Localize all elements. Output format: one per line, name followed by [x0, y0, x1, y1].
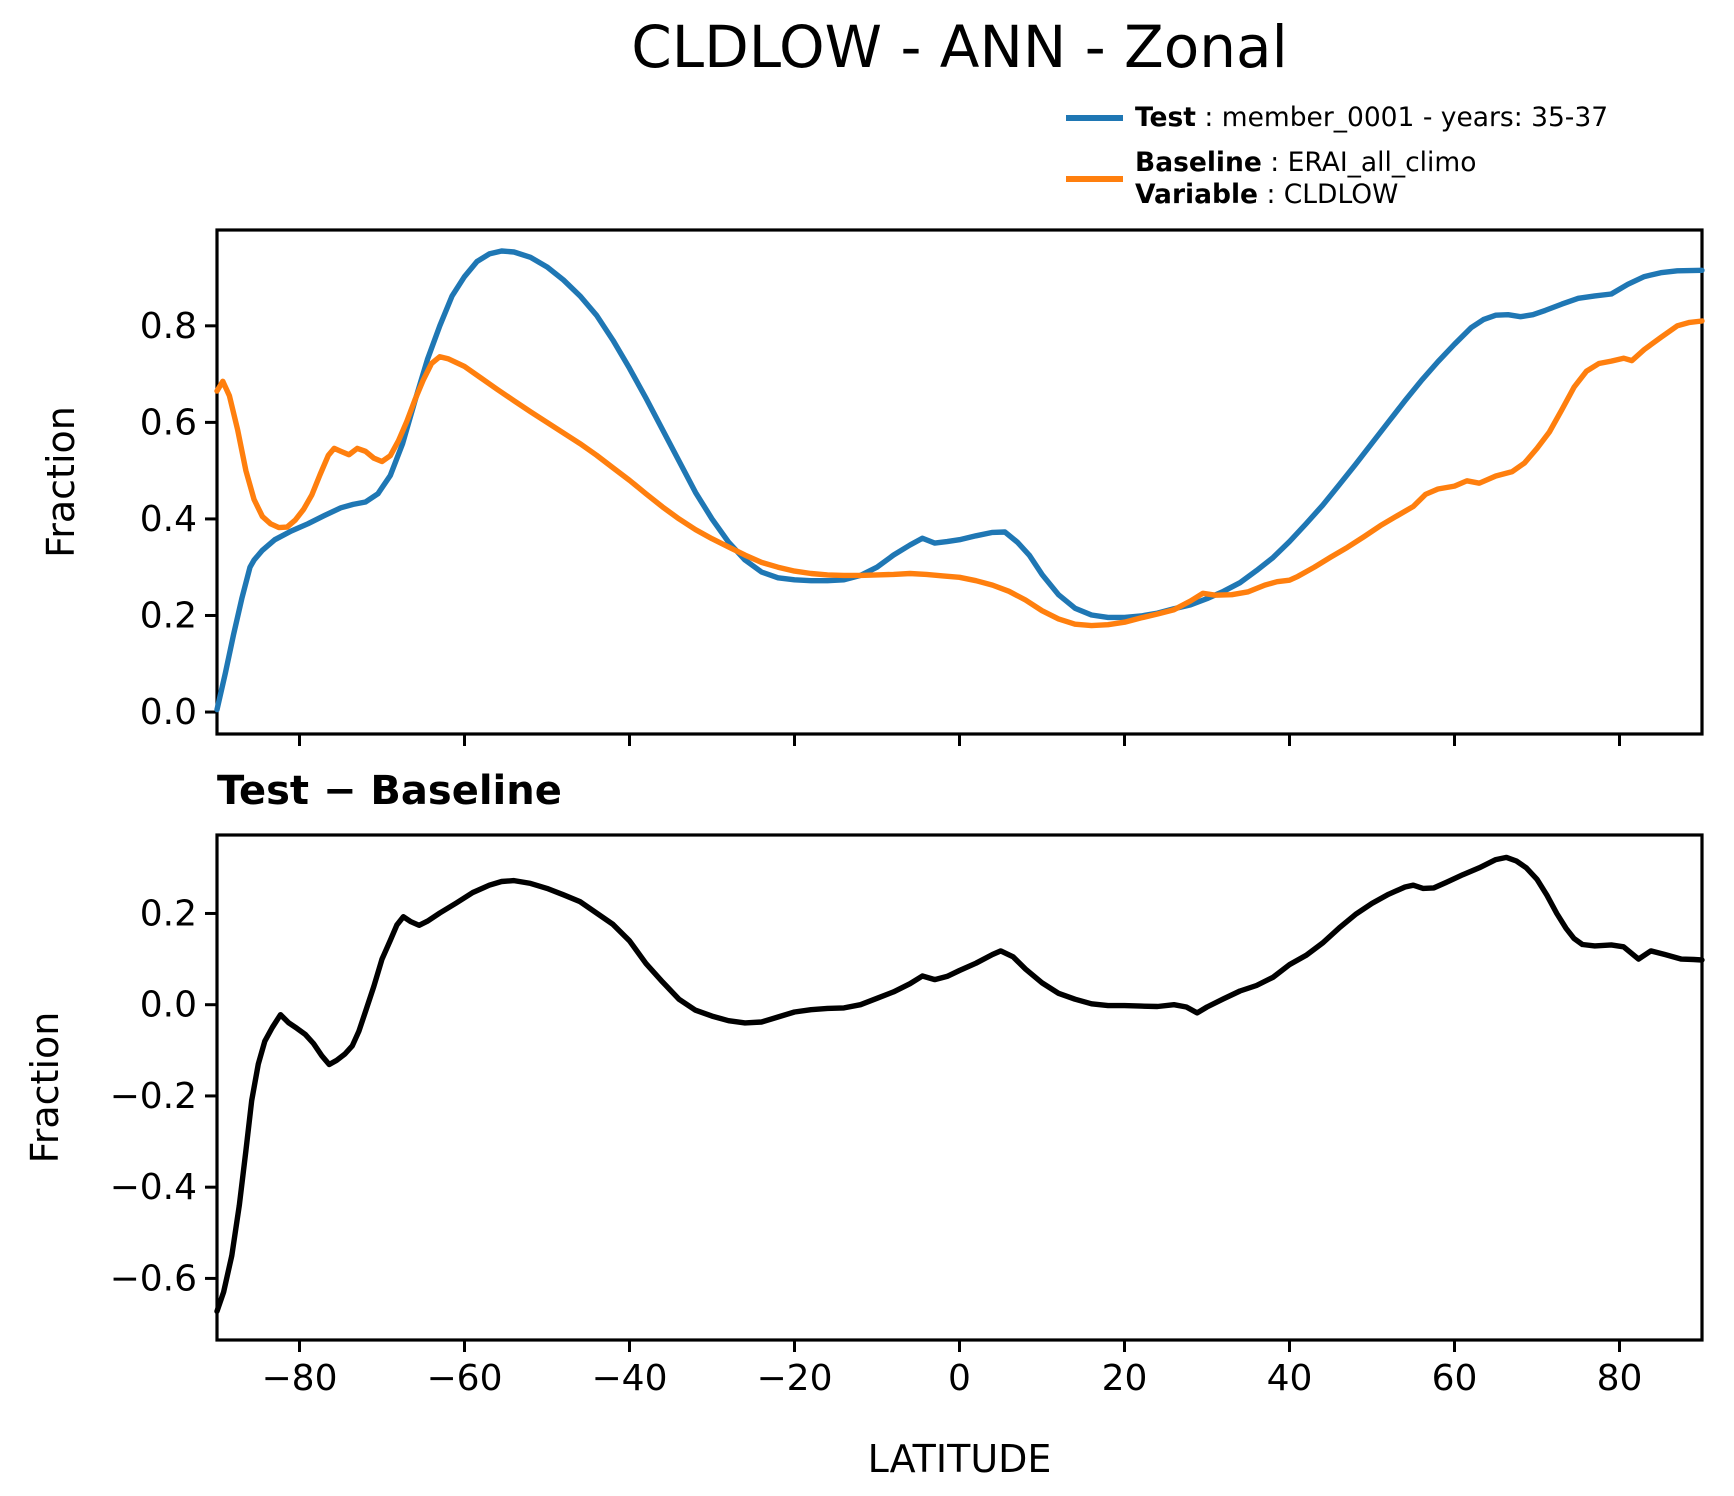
x-tick-label: 0: [948, 1358, 971, 1399]
y-tick-label: 0.0: [140, 985, 197, 1026]
y-tick-label: 0.2: [140, 893, 197, 934]
y-axis-label: Fraction: [23, 1012, 67, 1164]
legend-test-key: Test: [1135, 102, 1196, 133]
y-tick-label: 0.2: [140, 595, 197, 636]
x-tick-label: 60: [1432, 1358, 1478, 1399]
y-tick-label: 0.6: [140, 402, 197, 443]
legend-baseline-label: Baseline : ERAI_all_climo Variable : CLD…: [1135, 147, 1476, 211]
baseline-curve: [214, 318, 1705, 629]
y-tick-label: 0.4: [140, 499, 197, 540]
legend-baseline-value: : ERAI_all_climo: [1261, 147, 1477, 178]
legend-item-test: Test : member_0001 - years: 35-37: [1066, 102, 1608, 134]
x-tick-label: −20: [757, 1358, 833, 1399]
legend: Test : member_0001 - years: 35-37 Baseli…: [1066, 102, 1608, 224]
y-tick-label: 0.0: [140, 692, 197, 733]
x-tick-label: 40: [1267, 1358, 1313, 1399]
baseline-line-swatch: [1066, 176, 1123, 182]
y-tick-label: −0.2: [110, 1076, 197, 1117]
x-tick-label: 80: [1597, 1358, 1643, 1399]
legend-variable-value: : CLDLOW: [1258, 179, 1399, 210]
x-axis-label: LATITUDE: [868, 1437, 1052, 1481]
x-tick-label: −60: [427, 1358, 503, 1399]
y-axis-label: Fraction: [39, 406, 83, 558]
x-tick-label: −40: [592, 1358, 668, 1399]
x-tick-label: 20: [1102, 1358, 1148, 1399]
diff-panel-title: Test − Baseline: [217, 768, 562, 814]
diff-curve: [214, 854, 1705, 1314]
legend-item-baseline: Baseline : ERAI_all_climo Variable : CLD…: [1066, 147, 1608, 211]
legend-variable-line: Variable : CLDLOW: [1135, 179, 1476, 211]
y-tick-label: −0.6: [110, 1258, 197, 1299]
test-line-swatch: [1066, 115, 1123, 121]
chart-title: CLDLOW - ANN - Zonal: [631, 13, 1288, 81]
legend-test-label: Test : member_0001 - years: 35-37: [1135, 102, 1608, 134]
y-tick-label: −0.4: [110, 1167, 197, 1208]
legend-baseline-line: Baseline : ERAI_all_climo: [1135, 147, 1476, 179]
legend-test-value: : member_0001 - years: 35-37: [1195, 102, 1609, 133]
x-tick-label: −80: [262, 1358, 338, 1399]
legend-variable-key: Variable: [1135, 179, 1259, 210]
legend-baseline-key: Baseline: [1135, 147, 1262, 178]
y-tick-label: 0.8: [140, 306, 197, 347]
